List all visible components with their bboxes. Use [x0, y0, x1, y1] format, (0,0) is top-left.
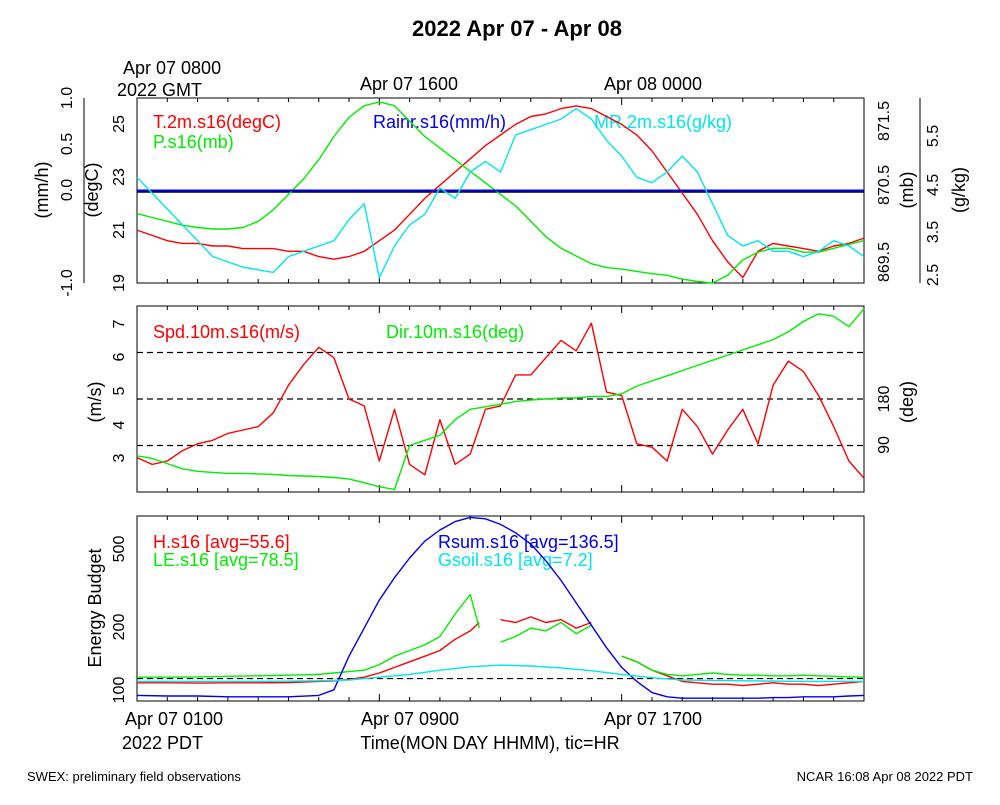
tick-label: 21 — [111, 221, 128, 239]
legend-label: Rainr.s16(mm/h) — [373, 112, 506, 132]
tick-label: 1.0 — [59, 87, 76, 109]
series-line — [137, 593, 865, 678]
series-line — [136, 107, 865, 279]
tick-label: 7 — [111, 319, 128, 328]
panel-energy-budget: H.s16 [avg=55.6] LE.s16 [avg=78.5] Rsum.… — [85, 515, 865, 704]
axis-label: (m/s) — [85, 382, 105, 423]
legend-label: T.2m.s16(degC) — [153, 112, 281, 132]
legend-label: Spd.10m.s16(m/s) — [153, 322, 300, 342]
footer-left: SWEX: preliminary field observations — [27, 769, 241, 784]
tick-label: 23 — [111, 168, 128, 186]
axis-label: (deg) — [897, 381, 917, 423]
bottom-time-label: Apr 07 1700 — [604, 709, 702, 729]
axis-label: (degC) — [82, 162, 102, 217]
tick-label: 0.0 — [59, 179, 76, 201]
x-axis-title: Time(MON DAY HHMM), tic=HR — [360, 733, 619, 753]
series-line — [136, 308, 865, 491]
series-line — [136, 516, 865, 699]
legend-label: Dir.10m.s16(deg) — [386, 322, 524, 342]
top-time-label: Apr 07 0800 — [123, 58, 221, 78]
bottom-time-label: Apr 07 0900 — [361, 709, 459, 729]
series-line — [136, 322, 865, 479]
tick-label: 5 — [111, 386, 128, 395]
tick-label: 870.5 — [876, 165, 893, 205]
tick-label: 4.5 — [925, 174, 942, 196]
tick-label: 19 — [111, 274, 128, 292]
series-line — [137, 616, 865, 687]
tick-label: 25 — [111, 115, 128, 133]
axis-label: (g/kg) — [949, 167, 969, 213]
tick-label: 200 — [111, 614, 128, 641]
tick-label: 6 — [111, 352, 128, 361]
panel-temperature-pressure: T.2m.s16(degC) P.s16(mb) Rainr.s16(mm/h)… — [32, 87, 969, 297]
top-time-label: Apr 07 1600 — [360, 74, 458, 94]
axis-left-outer: (mm/h) -1.0 0.0 0.5 1.0 — [32, 87, 85, 297]
footer-right: NCAR 16:08 Apr 08 2022 PDT — [797, 769, 973, 784]
tick-label: 871.5 — [876, 101, 893, 141]
axis-right-inner: 869.5 870.5 871.5 (mb) — [876, 101, 917, 282]
tick-label: 180 — [876, 386, 893, 413]
series-line — [136, 105, 865, 279]
legend-label: Gsoil.s16 [avg=7.2] — [438, 550, 593, 570]
top-time-label: 2022 GMT — [117, 80, 202, 100]
legend-label: P.s16(mb) — [153, 132, 234, 152]
legend-label: H.s16 [avg=55.6] — [153, 532, 290, 552]
tick-label: 3.5 — [925, 221, 942, 243]
tick-label: 100 — [111, 677, 128, 704]
tick-label: 2.5 — [925, 264, 942, 286]
tick-label: 5.5 — [925, 125, 942, 147]
axis-right-outer: 2.5 3.5 4.5 5.5 (g/kg) — [919, 98, 969, 286]
bottom-time-label: Apr 07 0100 — [125, 709, 223, 729]
series-line — [137, 664, 864, 683]
axis-label: (mb) — [897, 172, 917, 209]
tick-label: 3 — [111, 453, 128, 462]
axis-label: Energy Budget — [85, 548, 105, 667]
tick-label: 0.5 — [59, 133, 76, 155]
bottom-time-label: 2022 PDT — [122, 733, 203, 753]
axis-label: (mm/h) — [32, 162, 52, 219]
axis-left-inner: (degC) 19 21 23 25 — [82, 115, 128, 292]
series-line — [136, 101, 865, 284]
legend-label: MR.2m.s16(g/kg) — [594, 112, 732, 132]
tick-label: 90 — [876, 436, 893, 454]
tick-label: 500 — [111, 536, 128, 563]
panel-wind: Spd.10m.s16(m/s) Dir.10m.s16(deg) (m/s) … — [85, 305, 917, 493]
top-time-label: Apr 08 0000 — [604, 74, 702, 94]
chart-title: 2022 Apr 07 - Apr 08 — [412, 16, 622, 41]
tick-label: 4 — [111, 420, 128, 429]
tick-label: -1.0 — [59, 269, 76, 297]
legend-label: LE.s16 [avg=78.5] — [153, 550, 299, 570]
tick-label: 869.5 — [876, 242, 893, 282]
